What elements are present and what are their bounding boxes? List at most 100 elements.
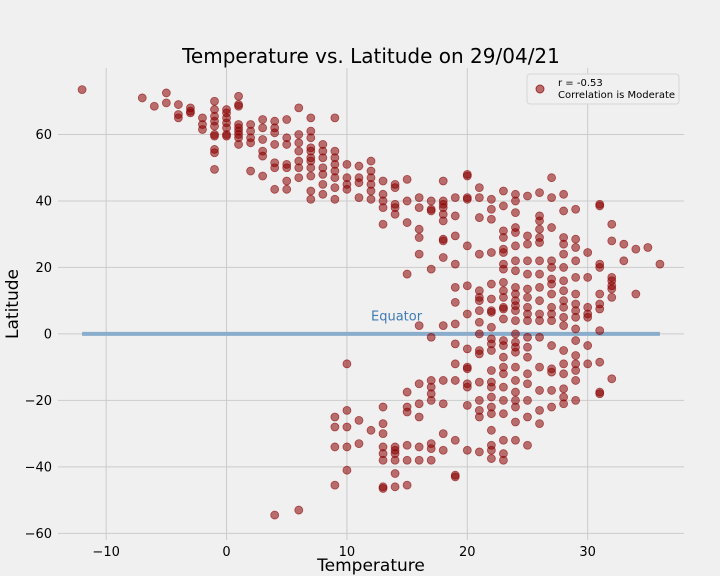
- data-point: [234, 101, 243, 111]
- data-point: [450, 376, 460, 385]
- data-point: [571, 324, 581, 334]
- data-point: [559, 346, 569, 355]
- data-point: [246, 138, 256, 148]
- data-point: [210, 164, 219, 174]
- data-point: [523, 292, 532, 302]
- data-point: [547, 289, 556, 299]
- data-point: [366, 194, 376, 204]
- data-point: [306, 113, 316, 123]
- data-point: [547, 223, 556, 232]
- data-point: [450, 435, 460, 445]
- data-point: [414, 412, 424, 422]
- data-point: [462, 193, 472, 203]
- data-point: [607, 284, 617, 294]
- data-point: [378, 203, 388, 213]
- data-point: [414, 399, 424, 409]
- data-point: [511, 306, 520, 316]
- data-point: [499, 341, 508, 350]
- data-point: [559, 239, 569, 249]
- data-point: [571, 366, 581, 375]
- data-point: [511, 417, 520, 427]
- data-point: [450, 472, 460, 482]
- data-point: [511, 316, 520, 326]
- data-point: [294, 173, 304, 183]
- data-point: [486, 409, 496, 419]
- data-point: [306, 194, 316, 204]
- data-point: [535, 405, 544, 415]
- data-point: [161, 88, 171, 98]
- data-point: [523, 191, 532, 201]
- data-point: [354, 439, 364, 449]
- data-point: [234, 140, 243, 149]
- data-point: [511, 347, 520, 357]
- x-tick-label: 0: [222, 545, 230, 560]
- data-point: [547, 367, 556, 377]
- data-point: [559, 286, 569, 296]
- data-point: [511, 402, 520, 412]
- data-point: [210, 96, 219, 106]
- data-point: [161, 98, 171, 108]
- data-point: [426, 264, 436, 274]
- data-point: [414, 442, 424, 452]
- data-point: [511, 208, 520, 217]
- data-point: [342, 159, 352, 169]
- data-point: [486, 346, 496, 355]
- y-tick-label: 40: [35, 194, 52, 209]
- data-point: [354, 161, 364, 171]
- legend-box: [526, 73, 680, 105]
- data-point: [426, 395, 436, 405]
- data-point: [378, 176, 388, 186]
- data-point: [414, 224, 424, 234]
- data-point: [486, 294, 496, 304]
- data-point: [571, 395, 581, 405]
- data-point: [258, 123, 268, 133]
- data-point: [607, 236, 617, 246]
- data-point: [535, 419, 544, 429]
- data-point: [462, 171, 472, 181]
- data-point: [354, 178, 364, 188]
- data-point: [547, 263, 556, 272]
- data-point: [486, 445, 496, 455]
- data-point: [535, 256, 544, 266]
- data-point: [378, 429, 388, 439]
- data-point: [523, 412, 532, 422]
- data-point: [486, 194, 496, 204]
- data-point: [366, 425, 376, 435]
- data-point: [535, 386, 544, 395]
- data-point: [426, 444, 436, 453]
- data-point: [222, 131, 231, 141]
- data-point: [366, 186, 376, 196]
- data-point: [426, 455, 436, 465]
- data-point: [595, 326, 605, 335]
- data-point: [450, 319, 460, 329]
- data-point: [571, 376, 581, 385]
- data-point: [438, 216, 448, 226]
- data-point: [474, 329, 484, 339]
- data-point: [414, 193, 424, 203]
- data-point: [499, 186, 508, 196]
- data-point: [450, 193, 460, 203]
- data-point: [330, 113, 340, 123]
- data-point: [571, 243, 581, 252]
- data-point: [270, 184, 280, 194]
- data-point: [438, 429, 448, 439]
- data-point: [137, 93, 147, 103]
- data-point: [499, 292, 508, 302]
- data-point: [342, 405, 352, 415]
- data-point: [571, 234, 581, 244]
- data-point: [559, 189, 569, 199]
- data-point: [499, 233, 508, 242]
- data-point: [499, 435, 508, 445]
- data-point: [414, 455, 424, 465]
- data-point: [631, 289, 641, 299]
- data-point: [438, 176, 448, 186]
- data-point: [246, 166, 256, 176]
- data-point: [318, 169, 328, 179]
- data-point: [426, 196, 436, 206]
- data-point: [354, 415, 364, 425]
- data-point: [474, 395, 484, 405]
- data-point: [474, 183, 484, 193]
- legend-marker: [535, 84, 545, 94]
- data-point: [499, 277, 508, 287]
- data-point: [390, 209, 400, 219]
